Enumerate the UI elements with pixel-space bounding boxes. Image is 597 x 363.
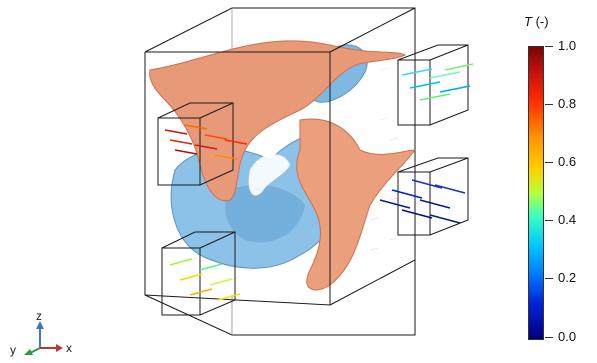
colorbar-tick — [545, 162, 553, 163]
arrows-hot — [164, 124, 248, 160]
port-left-upper — [157, 102, 234, 186]
axis-arrows — [24, 321, 63, 355]
colorbar-tick — [545, 278, 553, 279]
colorbar-tick — [545, 220, 553, 221]
colorbar-label: 0.4 — [558, 212, 577, 227]
colorbar-title: T (-) — [524, 14, 549, 29]
colorbar-label: 0.0 — [558, 329, 577, 344]
colorbar-label: 0.2 — [558, 270, 577, 285]
domain-box-front — [144, 7, 416, 336]
colorbar-tick — [545, 104, 553, 105]
hot-isosurface — [149, 40, 417, 291]
axis-y-label: y — [10, 343, 16, 357]
axis-x-label: x — [66, 341, 72, 355]
colorbar-tick — [545, 337, 553, 338]
port-right-lower — [397, 157, 469, 236]
arrows-right-lower — [379, 179, 466, 224]
temperature-colorbar: T (-) 1.0 0.8 0.6 0.4 0.2 0.0 — [520, 14, 597, 344]
colorbar-tick — [545, 46, 553, 47]
arrows-right-upper — [401, 63, 474, 101]
colorbar-unit: (-) — [531, 14, 549, 29]
orientation-triad: z x y — [0, 305, 80, 358]
colorbar-variable: T — [524, 14, 532, 29]
axis-z-label: z — [36, 309, 42, 323]
arrows-mid — [169, 258, 241, 301]
colorbar-label: 0.8 — [558, 96, 577, 111]
colorbar-gradient — [528, 46, 544, 340]
colorbar-label: 1.0 — [558, 38, 577, 53]
port-right-upper — [397, 44, 469, 126]
colorbar-label: 0.6 — [558, 154, 577, 169]
